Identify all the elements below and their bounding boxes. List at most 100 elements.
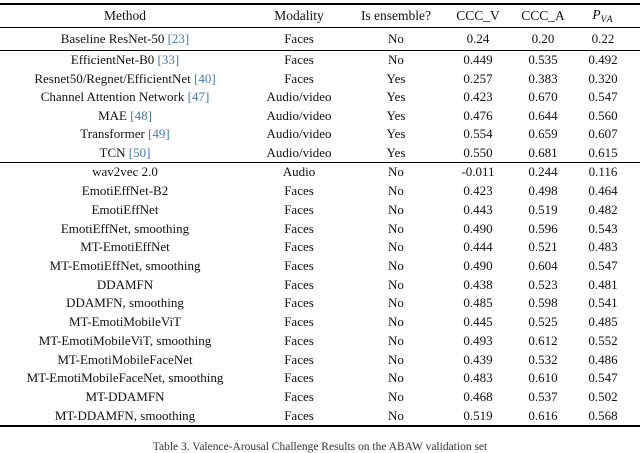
modality-cell: Faces [284,332,314,348]
header-p-va-base: P [592,7,601,22]
ensemble-cell: No [388,257,404,273]
citation-link[interactable]: [49] [144,126,170,142]
modality-cell: Audio/video [266,126,332,142]
modality-cell: Faces [284,239,314,255]
ccc-a-cell: 0.610 [528,370,558,386]
ensemble-cell: No [388,164,404,180]
p-va-cell: 0.481 [588,276,618,292]
method-label: wav2vec 2.0 [92,164,158,180]
p-va-cell: 0.541 [588,295,618,311]
method-cell: Channel Attention Network [47] [0,89,250,105]
p-va-cell: 0.607 [588,126,618,142]
ensemble-cell: No [388,351,404,367]
ensemble-cell: Yes [386,70,406,86]
ccc-a-cell: 0.20 [531,31,555,46]
ensemble-cell: No [388,239,404,255]
ccc-a-cell: 0.670 [528,89,558,105]
table-row: Transformer [49] Audio/video Yes 0.554 0.659… [0,125,640,144]
table-row: MT-EmotiMobileFaceNet Faces No 0.439 0.532 0.… [0,350,640,369]
method-label: Channel Attention Network [40,89,185,105]
modality-cell: Faces [284,276,314,292]
method-label: DDAMFN, smoothing [66,295,184,311]
method-cell: Transformer [49] [0,126,250,142]
citation-link[interactable]: [50] [125,144,151,160]
modality-cell: Faces [284,220,314,236]
ccc-a-cell: 0.598 [528,295,558,311]
ensemble-cell: No [388,183,404,199]
ccc-v-cell: 0.468 [463,388,493,404]
modality-cell: Faces [284,388,314,404]
ccc-v-cell: 0.493 [463,332,493,348]
method-cell: MT-EmotiMobileFaceNet [0,352,250,368]
table-row: MT-EmotiEffNet, smoothing Faces No 0.490 0.6… [0,257,640,276]
method-label: MT-EmotiMobileViT [68,314,182,330]
ccc-v-cell: 0.550 [463,144,493,160]
header-ccc-a: CCC_A [521,8,565,23]
table-group: Baseline ResNet-50 [23] Faces No 0.24 0.20 0.… [0,28,640,50]
method-cell: MT-EmotiMobileFaceNet, smoothing [0,370,250,386]
p-va-cell: 0.482 [588,201,618,217]
table-row: MT-EmotiMobileFaceNet, smoothing Faces No 0… [0,369,640,388]
ccc-v-cell: 0.485 [463,295,493,311]
p-va-cell: 0.547 [588,257,618,273]
method-label: Transformer [80,126,145,142]
method-cell: EfficientNet-B0 [33] [0,52,250,68]
table-row: wav2vec 2.0 Audio No -0.011 0.244 0.116 [0,163,640,182]
ensemble-cell: No [388,220,404,236]
modality-cell: Faces [284,31,314,46]
method-cell: MT-EmotiMobileViT [0,314,250,330]
method-label: Baseline ResNet-50 [60,31,165,46]
table-group: EfficientNet-B0 [33] Faces No 0.449 0.535 0.4… [0,51,640,162]
p-va-cell: 0.543 [588,220,618,236]
citation-link[interactable]: [23] [164,31,190,46]
p-va-cell: 0.116 [588,164,618,180]
table-row: MT-EmotiEffNet Faces No 0.444 0.521 0.483 [0,238,640,257]
ensemble-cell: No [388,407,404,423]
ccc-a-cell: 0.383 [528,70,558,86]
table-row: EmotiEffNet, smoothing Faces No 0.490 0.596 0… [0,219,640,238]
ensemble-cell: No [388,295,404,311]
citation-link[interactable]: [40] [190,70,216,86]
method-label: EmotiEffNet, smoothing [60,220,190,236]
ccc-a-cell: 0.644 [528,107,558,123]
ccc-a-cell: 0.681 [528,144,558,160]
table-row: DDAMFN Faces No 0.438 0.523 0.481 [0,275,640,294]
method-cell: MAE [48] [0,108,250,124]
method-label: MT-EmotiMobileFaceNet, smoothing [26,370,224,386]
table-row: EfficientNet-B0 [33] Faces No 0.449 0.535 0.4… [0,51,640,70]
ccc-a-cell: 0.596 [528,220,558,236]
method-label: MT-EmotiEffNet [80,239,170,255]
ensemble-cell: Yes [386,89,406,105]
p-va-cell: 0.560 [588,107,618,123]
table-row: MT-DDAMFN, smoothing Faces No 0.519 0.616 0.5… [0,406,640,425]
method-label: TCN [99,144,126,160]
ccc-a-cell: 0.535 [528,52,558,68]
ccc-v-cell: 0.444 [463,239,493,255]
table-row: DDAMFN, smoothing Faces No 0.485 0.598 0.541 [0,294,640,313]
ccc-v-cell: 0.554 [463,126,493,142]
citation-link[interactable]: [48] [126,107,152,123]
citation-link[interactable]: [33] [154,52,180,68]
ensemble-cell: No [388,314,404,330]
method-cell: EmotiEffNet, smoothing [0,221,250,237]
ccc-a-cell: 0.604 [528,257,558,273]
table-group-rule [0,162,640,163]
table-group: wav2vec 2.0 Audio No -0.011 0.244 0.116 EmotiE… [0,163,640,425]
method-label: MT-EmotiMobileViT, smoothing [38,332,212,348]
method-cell: EmotiEffNet [0,202,250,218]
method-cell: wav2vec 2.0 [0,164,250,180]
modality-cell: Faces [284,370,314,386]
p-va-cell: 0.547 [588,370,618,386]
modality-cell: Faces [284,201,314,217]
citation-link[interactable]: [47] [184,89,210,105]
p-va-cell: 0.320 [588,70,618,86]
modality-cell: Audio/video [266,89,332,105]
table-row: Channel Attention Network [47] Audio/vide… [0,88,640,107]
modality-cell: Faces [284,407,314,423]
ccc-a-cell: 0.519 [528,201,558,217]
table-row: MT-EmotiMobileViT, smoothing Faces No 0.493… [0,331,640,350]
ccc-v-cell: 0.483 [463,370,493,386]
table-caption: Table 3. Valence-Arousal Challenge Resul… [152,441,488,453]
header-modality: Modality [274,8,324,23]
ccc-a-cell: 0.521 [528,239,558,255]
